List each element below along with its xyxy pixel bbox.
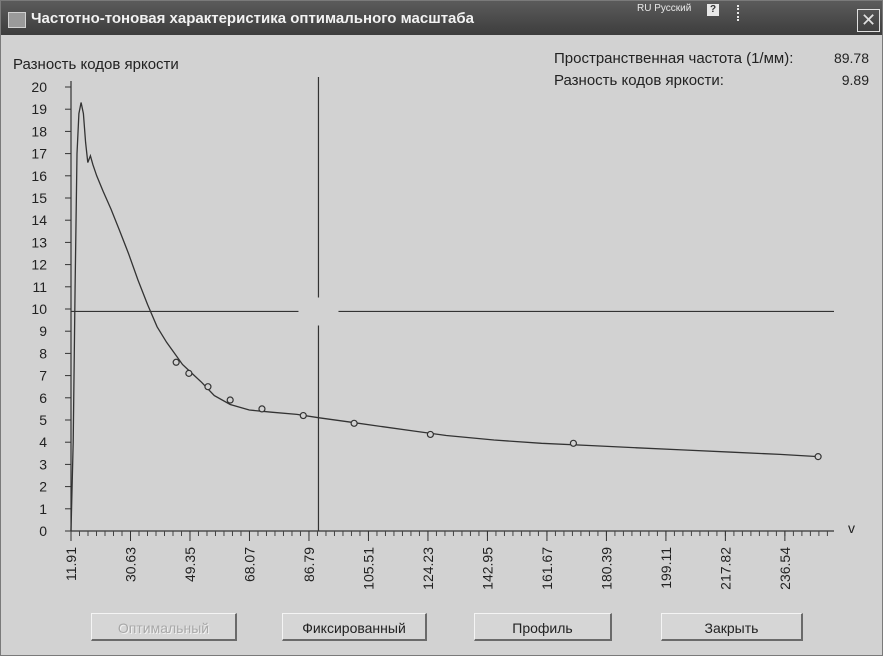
y-tick-label: 19 — [31, 101, 47, 117]
fixed-button[interactable]: Фиксированный — [282, 613, 427, 641]
x-tick-label: 86.79 — [301, 547, 317, 582]
close-icon[interactable]: ✕ — [857, 9, 880, 32]
y-tick-label: 17 — [31, 146, 47, 162]
x-tick-label: 68.07 — [241, 547, 257, 582]
app-icon — [8, 12, 26, 28]
y-tick-label: 11 — [32, 279, 47, 295]
y-tick-label: 1 — [39, 501, 47, 517]
y-tick-label: 6 — [39, 390, 47, 406]
series-line — [70, 102, 819, 532]
x-tick-label: 199.11 — [658, 547, 674, 589]
y-tick-label: 2 — [39, 479, 47, 495]
y-tick-label: 15 — [31, 190, 47, 206]
title-bar[interactable]: Частотно-тоновая характеристика оптималь… — [1, 1, 882, 35]
x-tick-label: 11.91 — [63, 547, 79, 581]
data-point[interactable] — [350, 419, 358, 427]
x-tick-label: 161.67 — [539, 547, 555, 590]
chart-area[interactable]: Разность кодов яркости Пространственная … — [1, 35, 882, 605]
tray-icon[interactable] — [737, 5, 744, 21]
x-tick-label: 30.63 — [122, 547, 138, 582]
window-title: Частотно-тоновая характеристика оптималь… — [31, 10, 475, 27]
y-tick-label: 10 — [31, 301, 47, 317]
y-tick-label: 16 — [31, 168, 47, 184]
y-tick-label: 9 — [39, 323, 47, 339]
profile-button[interactable]: Профиль — [474, 613, 612, 641]
y-tick-label: 8 — [39, 345, 47, 361]
y-axis-title: Разность кодов яркости — [13, 56, 179, 73]
x-tick-label: 180.39 — [598, 547, 614, 590]
data-point[interactable] — [258, 405, 266, 413]
x-axis-arrow: v — [848, 520, 855, 536]
y-tick-label: 7 — [39, 368, 47, 384]
y-tick-label: 18 — [31, 123, 47, 139]
x-tick-label: 142.95 — [479, 547, 495, 590]
x-tick-label: 217.82 — [717, 547, 733, 590]
y-tick-label: 13 — [31, 234, 47, 250]
data-point[interactable] — [226, 396, 234, 404]
data-point[interactable] — [426, 430, 434, 439]
freq-value: 89.78 — [834, 50, 869, 66]
brightness-diff-label: Разность кодов яркости: — [554, 72, 724, 89]
x-tick-label: 124.23 — [420, 547, 436, 590]
help-icon[interactable]: ? — [707, 4, 719, 16]
y-tick-label: 12 — [31, 257, 47, 273]
optimal-button[interactable]: Оптимальный — [91, 613, 237, 641]
y-tick-label: 4 — [39, 434, 47, 450]
x-tick-label: 236.54 — [777, 547, 793, 590]
data-point[interactable] — [172, 358, 180, 366]
data-point[interactable] — [299, 411, 307, 420]
y-tick-label: 14 — [31, 212, 47, 228]
data-point[interactable] — [814, 453, 822, 461]
brightness-diff-value: 9.89 — [842, 72, 869, 88]
freq-label: Пространственная частота (1/мм): — [554, 50, 793, 67]
y-tick-label: 5 — [39, 412, 47, 428]
x-tick-label: 105.51 — [360, 547, 376, 590]
data-point[interactable] — [569, 439, 578, 447]
y-tick-label: 0 — [39, 523, 47, 539]
client-area — [1, 35, 882, 655]
language-indicator[interactable]: RU Русский — [637, 3, 692, 14]
close-button[interactable]: Закрыть — [661, 613, 803, 641]
x-tick-label: 49.35 — [182, 547, 198, 582]
data-point[interactable] — [204, 383, 212, 391]
y-tick-label: 20 — [31, 79, 47, 95]
data-point[interactable] — [185, 369, 193, 377]
y-tick-label: 3 — [39, 456, 47, 472]
